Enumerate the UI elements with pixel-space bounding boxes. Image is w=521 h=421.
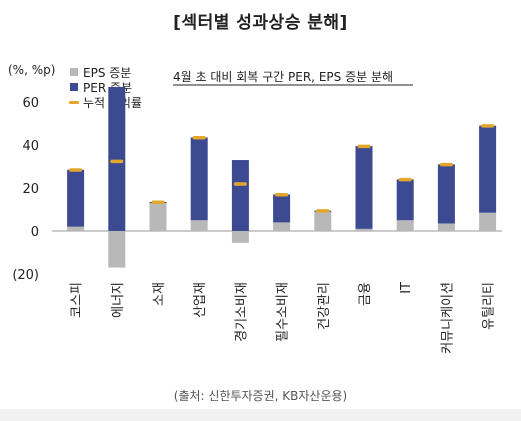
bottom-band <box>0 409 521 421</box>
bar-per <box>437 164 455 224</box>
bar-eps <box>314 211 332 231</box>
y-tick-label: (20) <box>12 268 39 283</box>
y-axis-unit-label: (%, %p) <box>8 63 55 77</box>
category-label: 필수소비재 <box>276 282 291 342</box>
category-label: 경기소비재 <box>234 282 249 342</box>
y-tick-label: 40 <box>22 139 39 154</box>
category-label: 소재 <box>152 282 167 306</box>
category-label: 건강관리 <box>317 282 332 330</box>
category-label: 유틸리티 <box>482 282 497 330</box>
marker-cumulative <box>192 135 206 140</box>
cumulative-markers <box>69 124 495 213</box>
category-label: IT <box>399 282 414 294</box>
marker-cumulative <box>110 159 124 164</box>
marker-cumulative <box>316 209 330 213</box>
chart-subtitle: 4월 초 대비 회복 구간 PER, EPS 증분 분해 <box>173 70 393 84</box>
marker-cumulative <box>481 124 495 128</box>
bar-eps <box>190 220 208 231</box>
category-labels: 코스피 에너지 소재 산업재 경기소비재 필수소비재 건강관리 금융 IT 커뮤니케이션 유틸리티 <box>70 282 497 354</box>
bar-per <box>273 194 291 223</box>
marker-cumulative <box>275 192 289 197</box>
bar-eps <box>355 228 373 231</box>
category-label: 코스피 <box>70 282 85 318</box>
bar-per <box>479 125 497 213</box>
bar-per <box>190 137 208 221</box>
marker-cumulative <box>233 182 247 186</box>
bar-eps <box>108 231 126 268</box>
y-axis-ticks: 60 40 20 0 (20) <box>12 96 39 283</box>
bar-eps <box>67 226 85 231</box>
bar-per <box>355 146 373 229</box>
bar-eps <box>231 231 249 243</box>
category-label: 에너지 <box>111 282 126 318</box>
y-tick-label: 0 <box>31 225 39 240</box>
legend-swatch-0 <box>70 68 78 76</box>
bar-eps <box>479 212 497 231</box>
bar-per <box>108 86 126 231</box>
bar-per <box>67 169 85 227</box>
legend-item-2: 누적 수익률 <box>69 96 142 110</box>
y-tick-label: 20 <box>22 182 39 197</box>
y-tick-label: 60 <box>22 96 39 111</box>
legend-swatch-cumulative <box>69 101 79 104</box>
legend-label-0: EPS 증분 <box>83 66 131 80</box>
bar-eps <box>437 223 455 231</box>
marker-cumulative <box>151 200 165 204</box>
bar-eps <box>149 203 167 231</box>
legend-swatch-1 <box>70 83 78 91</box>
marker-cumulative <box>69 168 83 172</box>
marker-cumulative <box>398 177 412 182</box>
bar-per <box>396 179 414 221</box>
category-label: 커뮤니케이션 <box>440 282 455 354</box>
bar-eps <box>273 222 291 231</box>
bars <box>67 86 497 268</box>
page-title: [섹터별 성과상승 분해] <box>173 13 348 33</box>
category-label: 산업재 <box>193 282 208 318</box>
legend-item-0: EPS 증분 <box>70 66 131 80</box>
marker-cumulative <box>439 162 453 167</box>
bar-eps <box>396 220 414 231</box>
bar-per <box>231 160 249 231</box>
source-note: (출처: 신한투자증권, KB자산운용) <box>173 389 348 403</box>
category-label: 금융 <box>358 282 373 306</box>
marker-cumulative <box>357 144 371 149</box>
